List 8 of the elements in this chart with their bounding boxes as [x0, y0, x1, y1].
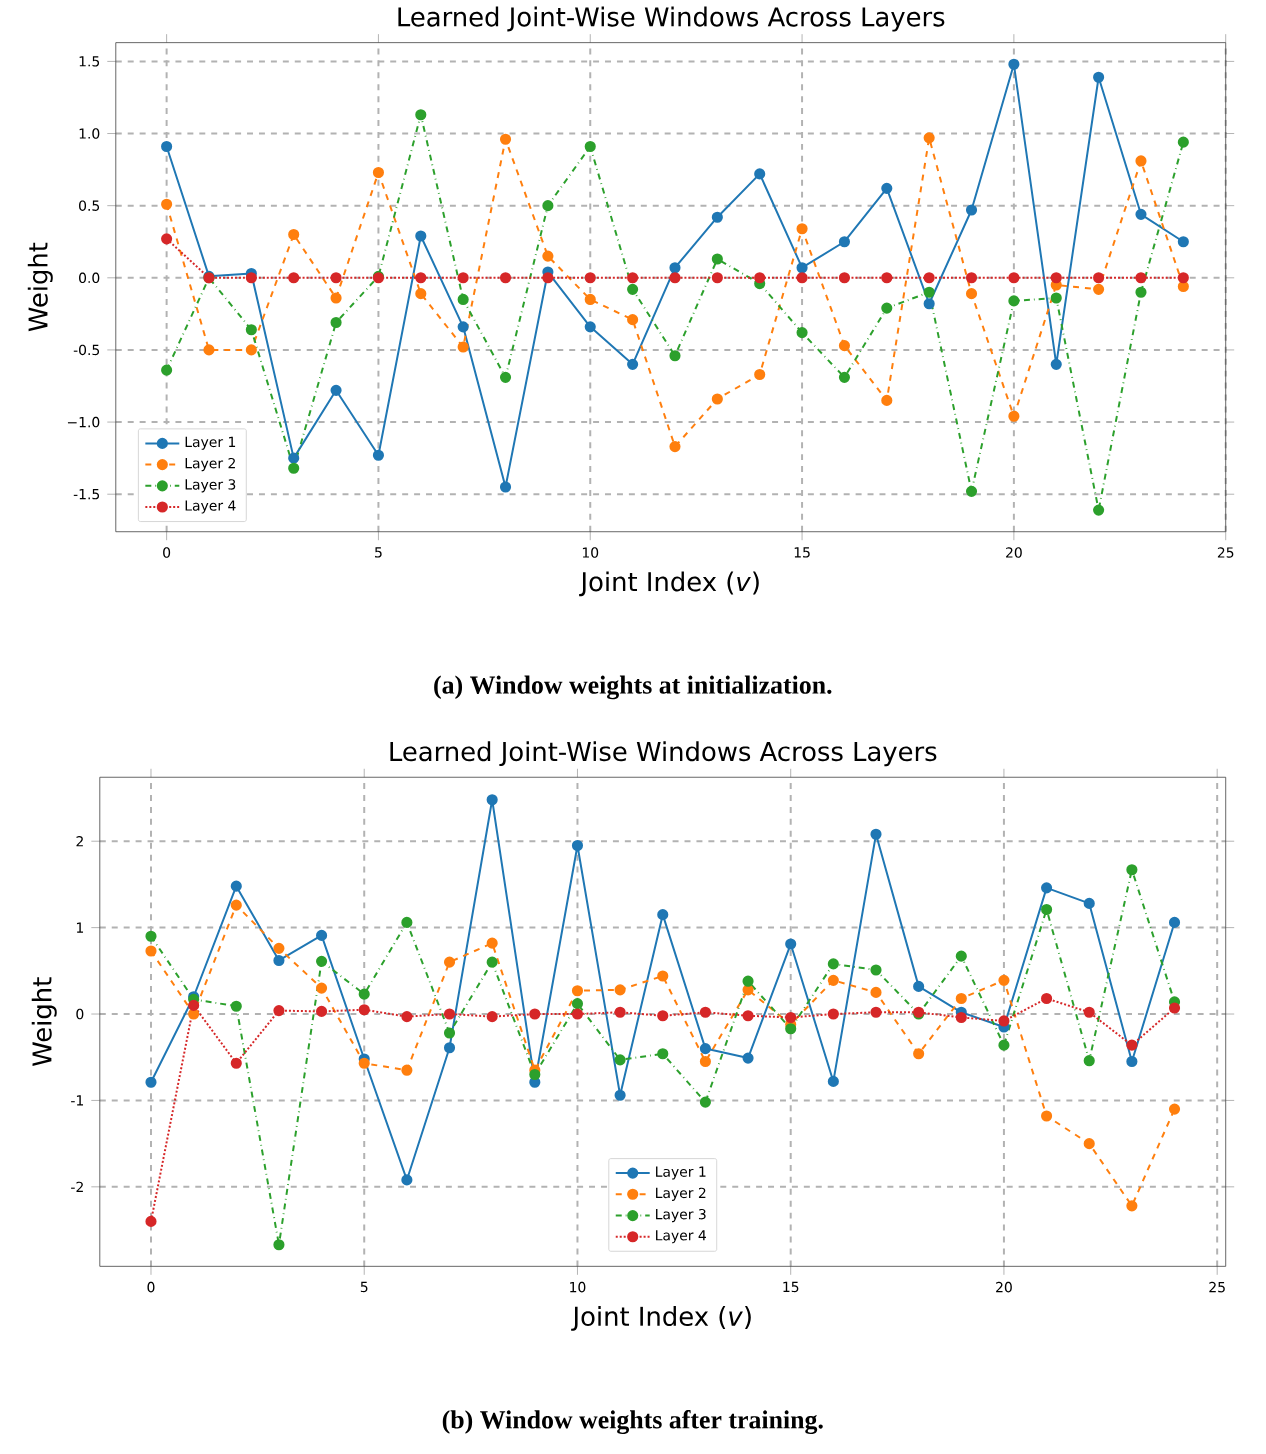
text: (b) Window weights after training.	[442, 1410, 823, 1435]
chart-title: Learned Joint-Wise Windows Across Layers	[390, 741, 937, 767]
x-axis-title: Joint Index (v)	[571, 1306, 751, 1331]
text: (a) Window weights at initialization.	[434, 675, 832, 700]
y-axis-title: Weight	[31, 977, 57, 1066]
chart-title: Learned Joint-Wise Windows Across Layers	[398, 6, 945, 32]
y-axis-title: Weight	[27, 242, 53, 332]
x-axis-title: Joint Index (v)	[579, 571, 759, 597]
